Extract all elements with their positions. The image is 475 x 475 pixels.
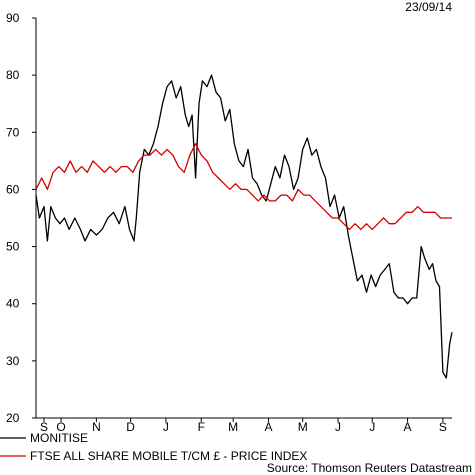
x-tick-label: A [404,420,412,434]
y-tick-label: 70 [6,125,20,139]
y-tick-label: 60 [6,182,20,196]
y-tick-label: 40 [6,297,20,311]
y-tick-label: 30 [6,354,20,368]
x-tick-label: M [298,420,308,434]
legend: MONITISE FTSE ALL SHARE MOBILE T/CM £ - … [0,431,307,463]
x-tick-label: J [369,420,375,434]
y-tick-label: 80 [6,68,20,82]
x-tick-label: S [40,420,48,434]
y-tick-label: 90 [6,11,20,25]
x-tick-label: J [163,420,169,434]
series-group [35,74,453,379]
series-line-ftse-mobile [35,143,452,231]
date-label: 23/09/14 [405,0,452,14]
x-tick-label: J [335,420,341,434]
series-line-monitise [35,74,453,379]
y-tick-label: 50 [6,240,20,254]
x-tick-label: O [56,420,65,434]
source-label: Source: Thomson Reuters Datastream [267,461,472,475]
y-tick-label: 20 [6,411,20,425]
y-ticks: 20 30 40 50 60 70 80 90 [6,11,36,425]
x-tick-label: S [439,420,447,434]
x-tick-label: N [92,420,101,434]
legend-label-ftse-mobile: FTSE ALL SHARE MOBILE T/CM £ - PRICE IND… [30,449,307,463]
x-tick-label: F [198,420,205,434]
x-tick-label: D [126,420,135,434]
x-tick-label: M [228,420,238,434]
x-tick-label: A [264,420,272,434]
legend-label-monitise: MONITISE [30,431,88,445]
